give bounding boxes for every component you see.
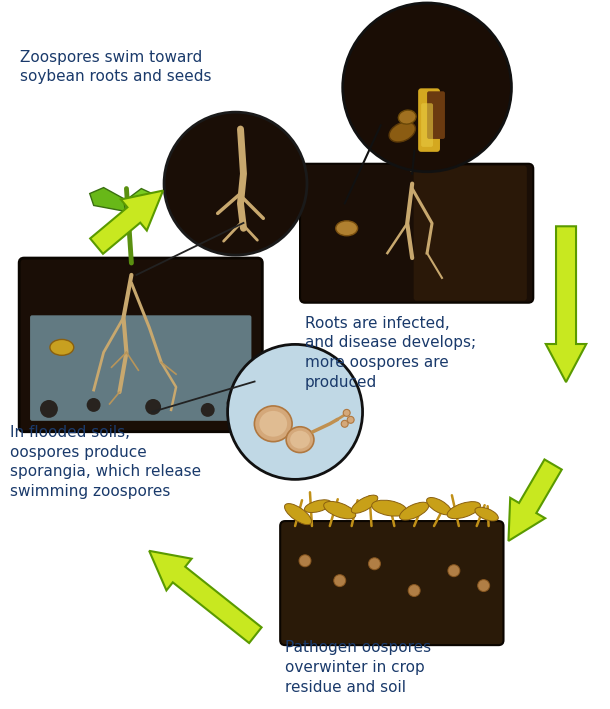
FancyBboxPatch shape: [30, 316, 251, 421]
Circle shape: [408, 585, 420, 596]
Ellipse shape: [351, 495, 378, 513]
Circle shape: [334, 575, 346, 586]
Ellipse shape: [324, 501, 356, 519]
Circle shape: [145, 399, 161, 415]
Polygon shape: [149, 551, 262, 643]
Polygon shape: [546, 226, 586, 382]
Ellipse shape: [284, 503, 312, 525]
Ellipse shape: [259, 411, 287, 437]
Text: Pathogen oospores
overwinter in crop
residue and soil: Pathogen oospores overwinter in crop res…: [285, 640, 431, 695]
Circle shape: [299, 555, 311, 566]
Ellipse shape: [50, 340, 74, 355]
Text: In flooded soils,
oospores produce
sporangia, which release
swimming zoospores: In flooded soils, oospores produce spora…: [10, 425, 201, 499]
Circle shape: [87, 398, 101, 412]
Ellipse shape: [286, 427, 314, 452]
Circle shape: [226, 397, 239, 409]
Circle shape: [368, 558, 381, 570]
FancyBboxPatch shape: [300, 164, 533, 303]
Ellipse shape: [336, 220, 357, 235]
Circle shape: [343, 409, 350, 416]
Ellipse shape: [290, 431, 310, 449]
FancyBboxPatch shape: [427, 91, 445, 139]
Circle shape: [347, 416, 354, 423]
Text: Roots are infected,
and disease develops;
more oospores are
produced: Roots are infected, and disease develops…: [305, 316, 476, 390]
Text: Zoospores swim toward
soybean roots and seeds: Zoospores swim toward soybean roots and …: [20, 50, 212, 84]
FancyBboxPatch shape: [19, 258, 262, 432]
Ellipse shape: [389, 122, 415, 142]
FancyBboxPatch shape: [414, 166, 527, 301]
Polygon shape: [90, 188, 126, 211]
FancyBboxPatch shape: [280, 521, 503, 645]
Ellipse shape: [432, 137, 468, 157]
Ellipse shape: [254, 406, 292, 442]
Circle shape: [228, 345, 362, 479]
FancyBboxPatch shape: [421, 104, 433, 147]
FancyBboxPatch shape: [418, 89, 440, 152]
Polygon shape: [127, 189, 156, 208]
Ellipse shape: [457, 132, 476, 146]
Circle shape: [201, 403, 215, 417]
Ellipse shape: [447, 502, 481, 519]
Polygon shape: [90, 191, 163, 254]
Circle shape: [164, 112, 307, 255]
Circle shape: [343, 3, 511, 172]
Ellipse shape: [400, 502, 429, 520]
Ellipse shape: [398, 110, 416, 124]
Ellipse shape: [426, 498, 451, 515]
Circle shape: [341, 420, 348, 428]
Circle shape: [40, 400, 58, 418]
Ellipse shape: [304, 500, 331, 513]
Polygon shape: [509, 459, 562, 541]
Ellipse shape: [475, 507, 498, 521]
Ellipse shape: [371, 500, 407, 516]
Circle shape: [448, 565, 460, 576]
Circle shape: [478, 580, 490, 591]
